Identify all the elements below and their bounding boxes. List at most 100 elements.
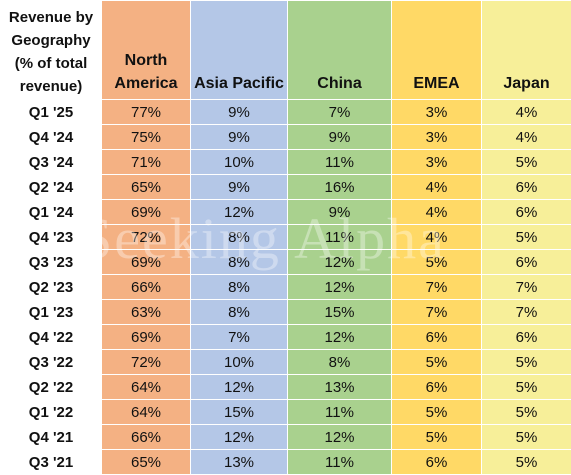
cell-ap: 15%: [191, 400, 288, 425]
cell-na: 65%: [102, 175, 191, 200]
cell-na: 66%: [102, 275, 191, 300]
cell-emea: 4%: [392, 175, 482, 200]
cell-emea: 5%: [392, 350, 482, 375]
cell-na: 63%: [102, 300, 191, 325]
column-header-jp: Japan: [482, 1, 571, 100]
column-header-emea: EMEA: [392, 1, 482, 100]
cell-na: 75%: [102, 125, 191, 150]
cell-ap: 9%: [191, 125, 288, 150]
cell-emea: 6%: [392, 325, 482, 350]
column-header-na: North America: [102, 1, 191, 100]
header-label-line: revenue): [20, 78, 83, 95]
cell-na: 72%: [102, 225, 191, 250]
cell-cn: 12%: [288, 325, 392, 350]
cell-na: 72%: [102, 350, 191, 375]
cell-emea: 4%: [392, 200, 482, 225]
cell-jp: 5%: [482, 150, 571, 175]
quarter-label: Q4 '21: [1, 425, 102, 450]
cell-cn: 13%: [288, 375, 392, 400]
column-header-text: North: [125, 52, 168, 69]
cell-jp: 7%: [482, 275, 571, 300]
cell-cn: 12%: [288, 275, 392, 300]
cell-ap: 9%: [191, 175, 288, 200]
cell-ap: 8%: [191, 300, 288, 325]
column-header-ap: Asia Pacific: [191, 1, 288, 100]
cell-cn: 11%: [288, 225, 392, 250]
cell-emea: 6%: [392, 450, 482, 475]
quarter-label: Q3 '22: [1, 350, 102, 375]
header-row: Revenue by Geography (% of total revenue) N…: [1, 1, 571, 100]
cell-cn: 12%: [288, 250, 392, 275]
cell-cn: 12%: [288, 425, 392, 450]
cell-cn: 15%: [288, 300, 392, 325]
header-label-line: Revenue by: [9, 9, 93, 26]
quarter-label: Q4 '23: [1, 225, 102, 250]
column-header-text: Asia Pacific: [194, 75, 284, 92]
cell-jp: 6%: [482, 200, 571, 225]
cell-jp: 4%: [482, 125, 571, 150]
cell-ap: 10%: [191, 150, 288, 175]
cell-na: 69%: [102, 200, 191, 225]
quarter-label: Q4 '22: [1, 325, 102, 350]
cell-cn: 8%: [288, 350, 392, 375]
cell-na: 71%: [102, 150, 191, 175]
cell-cn: 16%: [288, 175, 392, 200]
cell-jp: 7%: [482, 300, 571, 325]
cell-emea: 3%: [392, 100, 482, 125]
cell-emea: 5%: [392, 400, 482, 425]
cell-ap: 7%: [191, 325, 288, 350]
cell-emea: 3%: [392, 150, 482, 175]
cell-ap: 8%: [191, 250, 288, 275]
cell-jp: 6%: [482, 250, 571, 275]
cell-cn: 9%: [288, 200, 392, 225]
column-header-text: America: [114, 75, 177, 92]
cell-jp: 6%: [482, 325, 571, 350]
quarter-label: Q1 '23: [1, 300, 102, 325]
cell-na: 64%: [102, 375, 191, 400]
quarter-label: Q3 '21: [1, 450, 102, 475]
header-label-line: (% of total: [15, 55, 88, 72]
quarter-label: Q2 '24: [1, 175, 102, 200]
cell-jp: 4%: [482, 100, 571, 125]
cell-jp: 6%: [482, 175, 571, 200]
cell-jp: 5%: [482, 400, 571, 425]
cell-cn: 9%: [288, 125, 392, 150]
cell-emea: 3%: [392, 125, 482, 150]
cell-jp: 5%: [482, 425, 571, 450]
header-label-line: Geography: [11, 32, 90, 49]
quarter-label: Q1 '24: [1, 200, 102, 225]
quarter-label: Q2 '23: [1, 275, 102, 300]
cell-ap: 9%: [191, 100, 288, 125]
cell-na: 65%: [102, 450, 191, 475]
cell-na: 69%: [102, 325, 191, 350]
column-header-text: Japan: [503, 75, 549, 92]
column-header-text: China: [317, 75, 361, 92]
cell-emea: 5%: [392, 250, 482, 275]
quarter-label: Q3 '23: [1, 250, 102, 275]
cell-cn: 11%: [288, 400, 392, 425]
cell-emea: 7%: [392, 300, 482, 325]
cell-cn: 11%: [288, 450, 392, 475]
cell-ap: 12%: [191, 375, 288, 400]
cell-emea: 6%: [392, 375, 482, 400]
cell-jp: 5%: [482, 375, 571, 400]
cell-na: 64%: [102, 400, 191, 425]
cell-ap: 12%: [191, 425, 288, 450]
cell-jp: 5%: [482, 350, 571, 375]
cell-ap: 8%: [191, 225, 288, 250]
cell-jp: 5%: [482, 225, 571, 250]
quarter-label: Q1 '25: [1, 100, 102, 125]
